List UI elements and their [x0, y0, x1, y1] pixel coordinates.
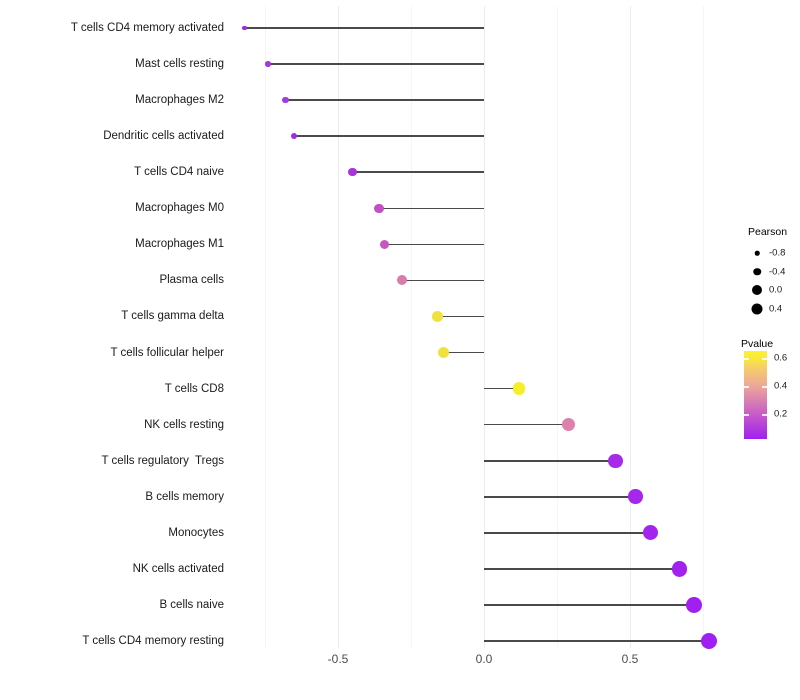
y-axis-label: B cells memory — [145, 490, 224, 503]
y-axis-label: NK cells resting — [144, 418, 224, 431]
lollipop-dot — [608, 453, 623, 468]
pvalue-color-legend: Pvalue 0.6 0.4 0.2 — [741, 338, 800, 439]
pvalue-legend-label: 0.6 — [774, 352, 788, 364]
y-axis-label: T cells regulatory Tregs — [101, 454, 224, 467]
y-axis-label: Monocytes — [168, 526, 224, 539]
pearson-size-legend: Pearson -0.8 -0.4 0.0 0.4 — [744, 226, 800, 318]
y-axis-label: Plasma cells — [159, 274, 224, 287]
colorbar-tick — [744, 414, 749, 416]
lollipop-stem — [443, 351, 484, 354]
y-axis-label: T cells follicular helper — [110, 346, 224, 359]
gridline-minor — [411, 6, 412, 648]
lollipop-stem — [384, 243, 484, 246]
pearson-legend-entry: -0.4 — [744, 263, 800, 282]
lollipop-dot — [374, 203, 384, 213]
y-axis-label: Macrophages M1 — [135, 238, 224, 251]
colorbar-tick — [762, 386, 767, 388]
pvalue-legend-label: 0.2 — [774, 408, 788, 420]
lollipop-stem — [484, 532, 651, 534]
lollipop-dot — [561, 417, 576, 432]
lollipop-dot — [290, 132, 298, 140]
gridline-major — [338, 6, 339, 648]
y-axis-label: T cells CD8 — [164, 382, 224, 395]
lollipop-stem — [437, 315, 484, 318]
pearson-legend-dot — [752, 285, 762, 296]
colorbar-tick — [744, 358, 749, 360]
lollipop-dot — [686, 597, 703, 613]
y-axis-label: Mast cells resting — [135, 58, 224, 71]
gridline-minor — [265, 6, 266, 648]
lollipop-dot — [265, 61, 271, 67]
lollipop-stem — [484, 640, 709, 642]
x-axis-tick-label: 0.0 — [475, 652, 493, 666]
pearson-legend-title: Pearson — [748, 226, 788, 238]
lollipop-dot — [512, 382, 526, 395]
lollipop-dot — [628, 489, 644, 505]
pearson-legend-label: 0.4 — [769, 303, 783, 315]
lollipop-dot — [700, 633, 717, 650]
lollipop-dot — [282, 97, 289, 104]
lollipop-stem — [285, 99, 484, 101]
y-axis-label: Dendritic cells activated — [103, 130, 224, 143]
lollipop-stem — [378, 207, 484, 210]
pearson-legend-entries: -0.8 -0.4 0.0 0.4 — [744, 244, 800, 318]
x-axis-tick-label: 0.5 — [621, 652, 639, 666]
y-axis-label: T cells CD4 memory activated — [70, 22, 224, 34]
y-axis-label: Macrophages M2 — [135, 94, 224, 107]
lollipop-stem — [244, 27, 484, 29]
colorbar-tick — [762, 414, 767, 416]
pearson-legend-label: -0.8 — [769, 247, 786, 259]
pearson-legend-dot — [754, 251, 760, 256]
lollipop-stem — [352, 171, 484, 174]
lollipop-stem — [294, 135, 484, 137]
gridline-minor — [703, 6, 704, 648]
lollipop-dot — [431, 311, 443, 322]
lollipop-stem — [267, 63, 484, 65]
pearson-legend-entry: -0.8 — [744, 244, 800, 263]
pvalue-colorbar — [744, 351, 767, 439]
y-axis-label: T cells gamma delta — [121, 310, 224, 323]
lollipop-stem — [484, 423, 569, 426]
lollipop-dot — [642, 525, 658, 541]
y-axis-label: T cells CD4 naive — [134, 166, 224, 179]
pearson-legend-label: -0.4 — [769, 266, 786, 278]
pvalue-legend-label: 0.4 — [774, 380, 788, 392]
lollipop-dot — [437, 347, 449, 358]
lollipop-dot — [242, 25, 247, 31]
pearson-legend-dot — [751, 303, 763, 315]
lollipop-dot — [671, 561, 688, 577]
colorbar-tick — [762, 358, 767, 360]
gridline-major — [630, 6, 631, 648]
y-axis-label: T cells CD4 memory resting — [82, 635, 224, 648]
lollipop-dot — [397, 275, 408, 286]
lollipop-stem — [484, 387, 520, 390]
lollipop-dot — [379, 239, 390, 250]
pearson-legend-label: 0.0 — [769, 284, 783, 296]
y-axis-label: B cells naive — [159, 598, 224, 611]
lollipop-stem — [484, 459, 616, 462]
gridline-minor — [557, 6, 558, 648]
pearson-legend-entry: 0.4 — [744, 300, 800, 319]
gridline-major — [484, 6, 485, 648]
lollipop-stem — [484, 604, 695, 606]
y-axis-label: NK cells activated — [132, 562, 224, 575]
y-axis-label: Macrophages M0 — [135, 202, 224, 215]
x-axis-tick-label: -0.5 — [327, 652, 349, 666]
pearson-legend-dot — [753, 268, 761, 276]
lollipop-stem — [402, 279, 484, 282]
lollipop-dot — [348, 167, 357, 177]
pvalue-legend-title: Pvalue — [741, 338, 774, 350]
lollipop-stem — [484, 568, 680, 570]
lollipop-stem — [484, 495, 636, 498]
pearson-legend-entry: 0.0 — [744, 281, 800, 300]
colorbar-tick — [744, 386, 749, 388]
